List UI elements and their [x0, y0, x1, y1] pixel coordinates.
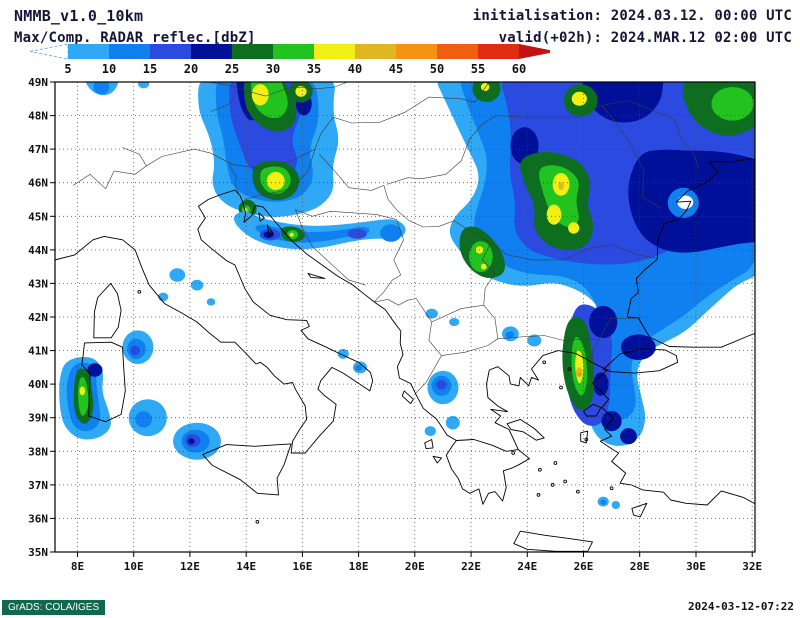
reflectivity-colorbar: 5 10 15 20 25 30 35 40 45 50 55 60 [29, 43, 557, 76]
legend-segment [478, 44, 519, 59]
legend-segment [355, 44, 396, 59]
country-borders [73, 82, 700, 395]
legend-tick-label: 45 [389, 62, 403, 76]
svg-text:24E: 24E [517, 560, 537, 573]
svg-text:44N: 44N [28, 244, 48, 257]
legend-tick-label: 35 [307, 62, 321, 76]
legend-segment [68, 44, 109, 59]
svg-text:46N: 46N [28, 177, 48, 190]
svg-text:36N: 36N [28, 512, 48, 525]
legend-segment [109, 44, 150, 59]
model-title: NMMB_v1.0_10km [14, 7, 144, 25]
svg-text:48N: 48N [28, 110, 48, 123]
legend-over-arrow [519, 44, 557, 59]
lat-labels: 49N 48N 47N 46N 45N 44N 43N 42N 41N 40N 39N 38N 37N 3… [28, 76, 48, 559]
valid-time: valid(+02h): 2024.MAR.12 02:00 UTC [498, 30, 792, 46]
colorbar-legend: 5 10 15 20 25 30 35 40 45 50 55 60 [29, 43, 557, 82]
legend-tick-label: 50 [430, 62, 444, 76]
svg-text:38N: 38N [28, 445, 48, 458]
legend-segment [191, 44, 232, 59]
grads-stamp: GrADS: COLA/IGES [2, 600, 106, 615]
svg-text:32E: 32E [742, 560, 762, 573]
legend-segment [232, 44, 273, 59]
svg-text:39N: 39N [28, 412, 48, 425]
svg-text:35N: 35N [28, 546, 48, 559]
svg-text:14E: 14E [236, 560, 256, 573]
svg-text:47N: 47N [28, 143, 48, 156]
legend-tick-label: 15 [143, 62, 157, 76]
creation-timestamp: 2024-03-12-07:22 [688, 600, 794, 613]
legend-segment [273, 44, 314, 59]
legend-tick-label: 20 [184, 62, 198, 76]
coastlines [55, 158, 755, 552]
svg-text:43N: 43N [28, 277, 48, 290]
legend-tick-label: 30 [266, 62, 280, 76]
svg-text:16E: 16E [292, 560, 312, 573]
legend-tick-label: 60 [512, 62, 526, 76]
reflectivity-cells [59, 82, 755, 509]
svg-text:49N: 49N [28, 76, 48, 89]
svg-text:12E: 12E [180, 560, 200, 573]
svg-text:37N: 37N [28, 479, 48, 492]
legend-segment [150, 44, 191, 59]
svg-text:8E: 8E [71, 560, 84, 573]
legend-tick-label: 55 [471, 62, 485, 76]
legend-segment [314, 44, 355, 59]
svg-text:28E: 28E [630, 560, 650, 573]
svg-text:20E: 20E [405, 560, 425, 573]
legend-under-arrow [29, 43, 69, 60]
svg-text:41N: 41N [28, 345, 48, 358]
lon-labels: 8E 10E 12E 14E 16E 18E 20E 22E 24E 26E 28E 30E 32E [71, 560, 762, 573]
svg-text:26E: 26E [574, 560, 594, 573]
legend-tick-label: 5 [64, 62, 71, 76]
svg-text:18E: 18E [349, 560, 369, 573]
axis-ticks [50, 81, 753, 557]
legend-segment [396, 44, 437, 59]
svg-text:30E: 30E [686, 560, 706, 573]
graticule [55, 82, 755, 552]
svg-text:22E: 22E [461, 560, 481, 573]
svg-text:40N: 40N [28, 378, 48, 391]
svg-text:10E: 10E [124, 560, 144, 573]
legend-tick-label: 40 [348, 62, 362, 76]
legend-tick-label: 25 [225, 62, 239, 76]
legend-segment [437, 44, 478, 59]
svg-text:45N: 45N [28, 210, 48, 223]
field-title: Max/Comp. RADAR reflec.[dbZ] [14, 30, 256, 46]
legend-tick-label: 10 [102, 62, 116, 76]
svg-text:42N: 42N [28, 311, 48, 324]
init-time: initialisation: 2024.03.12. 00:00 UTC [472, 8, 792, 24]
